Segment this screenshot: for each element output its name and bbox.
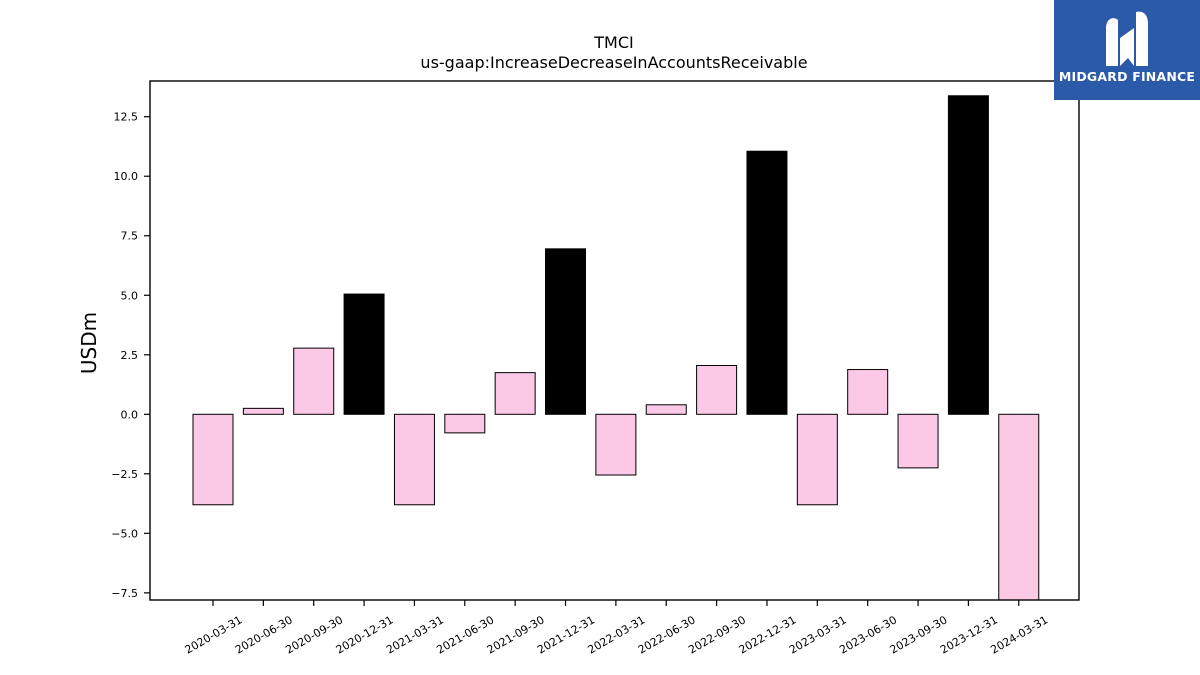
- brand-logo: MIDGARD FINANCE: [1054, 0, 1200, 100]
- bar-2020-09-30: [293, 347, 335, 415]
- logo-text: MIDGARD FINANCE: [1058, 69, 1196, 84]
- bar-2023-09-30: [897, 413, 939, 469]
- y-tick-label: 2.5: [121, 349, 139, 362]
- bar-2021-09-30: [494, 372, 536, 415]
- bar-2021-06-30: [444, 413, 486, 434]
- y-tick-label: −2.5: [111, 468, 138, 481]
- x-axis-ticks: 2020-03-312020-06-302020-09-302020-12-31…: [183, 600, 1050, 657]
- bar-2022-06-30: [645, 404, 687, 415]
- bar-2023-06-30: [847, 369, 889, 415]
- chart-subtitle: us-gaap:IncreaseDecreaseInAccountsReceiv…: [420, 53, 807, 72]
- y-tick-label: 7.5: [121, 230, 139, 243]
- bar-2020-12-31: [343, 293, 385, 415]
- y-axis-label: USDm: [77, 312, 101, 374]
- chart-title: TMCI: [593, 33, 633, 52]
- midgard-logo-icon: [1106, 11, 1148, 67]
- bar-2021-03-31: [393, 413, 435, 506]
- bar-2023-12-31: [947, 95, 989, 415]
- bar-2020-03-31: [192, 413, 234, 506]
- bar-2022-12-31: [746, 150, 788, 415]
- y-tick-label: 5.0: [121, 289, 139, 302]
- plot-frame: [149, 80, 1080, 601]
- y-axis-ticks: −7.5 −5.0 −2.5 0.0 2.5 5.0 7.5 10.0 12.5: [111, 111, 150, 600]
- y-tick-label: −7.5: [111, 587, 138, 600]
- bar-2022-09-30: [696, 364, 738, 415]
- bar-2020-06-30: [242, 407, 284, 415]
- bar-2023-03-31: [796, 413, 838, 506]
- bar-2021-12-31: [545, 248, 587, 415]
- y-tick-label: 10.0: [114, 170, 139, 183]
- y-tick-label: −5.0: [111, 527, 138, 540]
- bars-group: [192, 95, 1040, 601]
- y-tick-label: 12.5: [114, 111, 139, 124]
- y-tick-label: 0.0: [121, 408, 139, 421]
- bar-2024-03-31: [998, 413, 1040, 601]
- x-tick-label: 2024-03-31: [988, 613, 1050, 656]
- bar-2022-03-31: [595, 413, 637, 476]
